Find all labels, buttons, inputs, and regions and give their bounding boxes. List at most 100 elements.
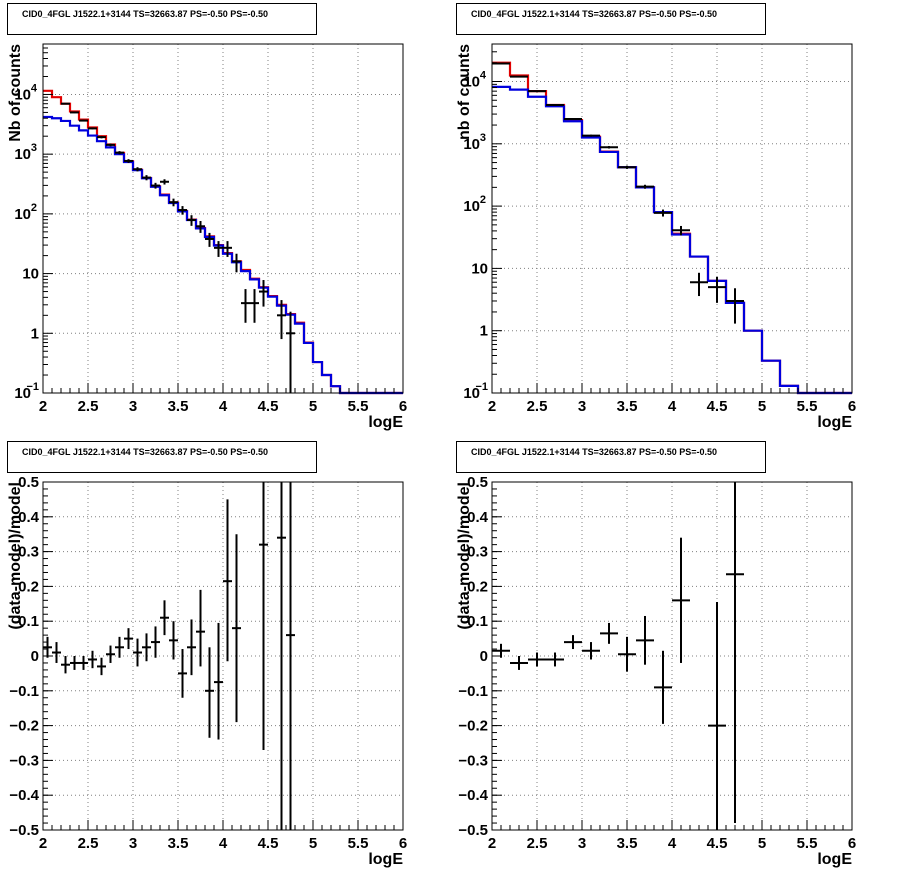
plot-frame: [42, 43, 404, 394]
data-point: [187, 215, 196, 226]
x-tick-label: 2.5: [527, 398, 548, 415]
chart-svg-residuals-fine: 2 2.5 3 3.5 4 4.5 5 5.5 6 −0.5 −0.4 −0.3 −0.2 −0.1 0 0.…: [7, 474, 407, 868]
plot-frame: [491, 481, 853, 831]
data-point: [133, 167, 142, 172]
y-tick-exponent: 4: [31, 82, 38, 94]
data-point: [286, 482, 295, 830]
x-tick-label: 6: [848, 835, 856, 852]
data-point: [510, 656, 528, 670]
y-tick-label: 10: [22, 266, 39, 283]
y-tick-label: 0.1: [18, 613, 39, 630]
x-tick-label: 5: [758, 398, 766, 415]
data-point: [142, 175, 151, 181]
x-tick-label: 6: [399, 398, 407, 415]
data-point: [205, 232, 214, 247]
data-point: [79, 656, 88, 670]
x-tick-label: 3: [129, 398, 137, 415]
plot-area: [492, 61, 852, 395]
x-tick-label: 5: [309, 835, 317, 852]
x-tick-label: 2: [488, 835, 496, 852]
y-tick-label: 10: [14, 146, 31, 163]
y-tick-label: 0.3: [467, 544, 488, 561]
x-tick-label: 4: [668, 835, 677, 852]
data-point: [286, 311, 295, 393]
data-point: [528, 90, 546, 93]
data-point: [169, 621, 178, 660]
y-tick-label: 10: [463, 198, 480, 215]
data-point: [582, 134, 600, 137]
x-tick-label: 6: [848, 398, 856, 415]
data-point: [654, 650, 672, 724]
x-tick-label: 5.5: [797, 398, 818, 415]
data-point: [115, 151, 124, 155]
data-point: [259, 482, 268, 750]
y-tick-label: 0.4: [467, 509, 489, 526]
grid-lines: [492, 482, 852, 830]
y-tick-label: 0: [31, 648, 39, 665]
data-point: [726, 288, 744, 324]
data-point: [214, 622, 223, 740]
y-tick-exponent: 3: [31, 142, 37, 154]
data-point: [133, 638, 142, 667]
plot-frame: [491, 43, 853, 394]
data-point: [88, 127, 97, 130]
y-tick-label: −0.3: [458, 752, 488, 769]
y-tick-label: 0.3: [18, 544, 39, 561]
y-tick-label: −0.4: [458, 787, 488, 804]
data-point: [510, 75, 528, 78]
y-tick-label: −0.2: [458, 718, 488, 735]
data-point: [178, 649, 187, 698]
x-tick-label: 5.5: [797, 835, 818, 852]
axes: 2 2.5 3 3.5 4 4.5 5 5.5 6 −0.5 −0.4 −0.3 −0.2 −0.1 0 0.…: [7, 474, 407, 868]
data-point: [70, 111, 79, 114]
y-axis-label: (data-model)/model: [7, 482, 24, 630]
chart-residuals-coarse: 2 2.5 3 3.5 4 4.5 5 5.5 6 −0.5 −0.4 −0.3 −0.2 −0.1 0 0.…: [449, 438, 898, 875]
y-tick-exponent: 2: [31, 202, 37, 214]
x-tick-label: 6: [399, 835, 407, 852]
data-point: [241, 289, 250, 323]
x-tick-label: 3: [578, 835, 586, 852]
x-tick-label: 5.5: [348, 835, 369, 852]
data-point: [178, 206, 187, 215]
y-tick-label: 0.1: [467, 613, 488, 630]
y-tick-label: −0.2: [9, 718, 39, 735]
y-tick-exponent: 2: [480, 194, 486, 206]
data-point: [151, 626, 160, 658]
y-tick-label: 10: [471, 260, 488, 277]
y-axis-label: Nb of counts: [7, 44, 24, 142]
data-point: [187, 619, 196, 676]
data-point: [205, 647, 214, 738]
y-tick-exponent: 3: [480, 132, 486, 144]
data-point: [61, 656, 70, 674]
data-point: [690, 272, 708, 297]
plot-area: [43, 89, 403, 395]
data-point: [708, 602, 726, 830]
x-tick-label: 4: [219, 835, 228, 852]
y-tick-label: −0.5: [458, 822, 488, 839]
data-point: [492, 643, 510, 658]
y-tick-label: 0.2: [18, 578, 39, 595]
y-tick-exponent: −1: [475, 381, 488, 393]
x-tick-label: 2.5: [78, 398, 99, 415]
data-point: [492, 62, 510, 65]
data-point: [726, 482, 744, 824]
data-point: [124, 159, 133, 163]
x-tick-label: 4: [219, 398, 228, 415]
y-tick-label: 10: [463, 385, 480, 402]
x-tick-label: 2: [39, 398, 47, 415]
x-tick-label: 3.5: [168, 835, 189, 852]
axes: 2 2.5 3 3.5 4 4.5 5 5.5 6 −0.5 −0.4 −0.3 −0.2 −0.1 0 0.…: [456, 474, 856, 868]
chart-title: CID0_4FGL J1522.1+3144 TS=32663.87 PS=-0…: [7, 441, 317, 473]
data-point: [214, 241, 223, 257]
chart-title: CID0_4FGL J1522.1+3144 TS=32663.87 PS=-0…: [7, 3, 317, 35]
x-tick-label: 5: [309, 398, 317, 415]
y-tick-label: 0.4: [18, 509, 40, 526]
grid-lines: [492, 44, 852, 393]
data-point: [618, 636, 636, 672]
y-tick-label: 10: [14, 206, 31, 223]
y-tick-label: 10: [14, 385, 31, 402]
data-point: [97, 657, 106, 676]
data-point: [124, 628, 133, 650]
x-axis-label: logE: [368, 414, 403, 431]
